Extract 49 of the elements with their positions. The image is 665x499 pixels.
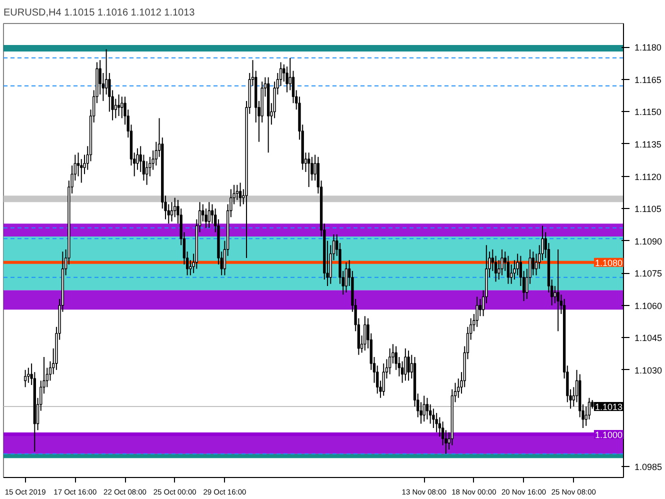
y-tick-label: 1.1180 [634, 42, 662, 53]
candlestick [432, 408, 435, 429]
candlestick [344, 262, 348, 293]
y-tick-label: 1.1150 [634, 107, 662, 118]
y-tick-label: 1.1120 [634, 172, 662, 182]
candlestick [24, 369, 27, 388]
candlestick [506, 255, 510, 284]
candlestick [382, 362, 385, 396]
candlestick [516, 253, 519, 276]
candlestick [120, 96, 124, 119]
candlestick [426, 397, 429, 420]
candlestick [208, 202, 210, 228]
ref-line-label: 1.1080 [594, 258, 623, 268]
y-tick-label: 1.1165 [634, 74, 662, 85]
ref-line-label: 1.1013 [594, 402, 623, 412]
candlestick [476, 296, 478, 328]
candlestick [404, 348, 407, 382]
y-tick-label: 1.1090 [634, 236, 662, 246]
candlestick [307, 152, 310, 188]
y-tick-label: 1.1075 [634, 268, 662, 279]
y-tick-label: 1.1105 [634, 204, 662, 214]
candlestick [238, 182, 242, 207]
candlestick [500, 248, 504, 276]
candlestick [422, 395, 426, 422]
candlestick [435, 412, 438, 433]
candlestick [510, 264, 513, 284]
y-tick-label: 1.1045 [634, 333, 662, 344]
candlestick [556, 248, 560, 332]
candlestick [554, 286, 556, 304]
candlestick [407, 350, 410, 382]
candlestick [236, 184, 239, 200]
candlestick [27, 367, 30, 384]
candlestick [364, 316, 366, 352]
candlestick [532, 251, 534, 276]
candlestick [174, 197, 176, 218]
candlestick [145, 160, 148, 186]
ref-line-label: 1.1000 [594, 430, 623, 440]
y-tick-label: 1.0985 [634, 462, 662, 472]
y-tick-label: 1.1135 [634, 139, 662, 150]
candlestick [117, 94, 120, 117]
candlestick [388, 348, 392, 375]
candlestick [400, 360, 404, 384]
candlestick [204, 208, 208, 228]
candlestick [170, 202, 174, 222]
candlestick [478, 298, 482, 317]
y-tick-label: 1.1030 [634, 365, 662, 376]
chart-title: EURUSD,H4 1.1015 1.1016 1.1012 1.1013 [4, 8, 196, 18]
y-tick-label: 1.1060 [634, 300, 662, 311]
candlestick [114, 98, 117, 119]
